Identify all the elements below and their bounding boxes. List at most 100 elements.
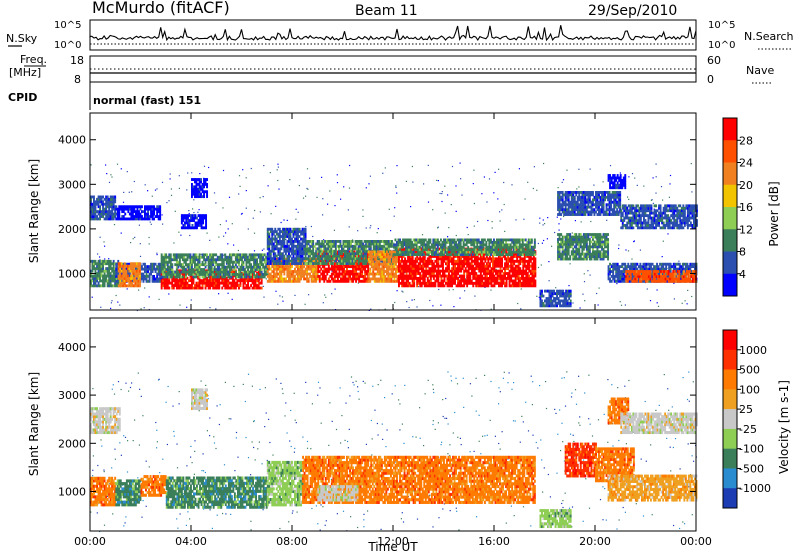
cpid-row: CPID normal (fast) 151 xyxy=(8,82,201,110)
power-cell xyxy=(334,240,337,243)
power-cell xyxy=(157,270,160,273)
power-cell xyxy=(139,205,142,209)
power-cell xyxy=(370,250,373,254)
power-cell xyxy=(381,279,384,283)
power-cell xyxy=(343,265,345,269)
power-cell xyxy=(99,210,102,214)
power-cell xyxy=(392,257,394,261)
power-cell xyxy=(344,249,346,253)
power-cell-noise xyxy=(140,308,142,310)
power-cell xyxy=(125,284,128,288)
power-cell xyxy=(103,217,106,221)
power-cell xyxy=(191,281,193,285)
power-cell-noise xyxy=(589,168,591,170)
power-cell xyxy=(306,244,309,248)
power-cell xyxy=(197,265,200,269)
power-cell-noise xyxy=(460,178,462,180)
power-cell xyxy=(347,249,349,253)
power-cell xyxy=(203,180,206,184)
power-cell xyxy=(197,284,200,287)
power-cell xyxy=(344,279,347,283)
power-cell xyxy=(281,270,284,273)
power-cell xyxy=(318,247,321,251)
power-cell xyxy=(271,232,274,236)
power-cell xyxy=(318,254,321,258)
power-cell xyxy=(238,268,240,271)
power-cell xyxy=(284,244,287,248)
power-cell xyxy=(423,277,426,280)
power-cell xyxy=(166,275,169,279)
power-cell xyxy=(353,244,356,248)
power-cell xyxy=(109,197,112,201)
power-cell xyxy=(284,247,287,251)
power-cell xyxy=(350,270,353,273)
power-cell xyxy=(284,252,287,256)
power-cell xyxy=(347,277,350,281)
power-cell xyxy=(392,272,394,276)
power-cell xyxy=(191,192,193,196)
power-cell xyxy=(228,281,231,285)
power-cell xyxy=(262,263,265,267)
power-cell xyxy=(174,284,177,287)
power-cell xyxy=(301,244,304,248)
power-cell xyxy=(225,286,228,290)
power-cell xyxy=(128,217,131,221)
power-cell xyxy=(188,268,190,271)
power-cell xyxy=(330,262,333,265)
power-cell-noise xyxy=(579,307,581,309)
power-cell xyxy=(212,275,215,279)
power-cell-noise xyxy=(193,199,195,201)
power-cell xyxy=(353,272,356,276)
power-cell-noise xyxy=(555,287,557,289)
power-cell xyxy=(117,264,120,268)
power-cell xyxy=(100,215,103,218)
power-cell-noise xyxy=(206,232,208,234)
power-cell xyxy=(469,274,472,278)
power-cell xyxy=(369,242,372,246)
power-cell xyxy=(343,279,345,283)
power-cell xyxy=(384,257,387,261)
power-cell-noise xyxy=(417,286,419,288)
power-cell xyxy=(248,265,251,269)
power-cell xyxy=(292,277,295,281)
power-cell xyxy=(99,259,102,263)
power-cell xyxy=(398,264,400,268)
power-cell-noise xyxy=(275,205,277,207)
power-cell xyxy=(97,212,100,216)
power-cell xyxy=(269,240,272,243)
power-cell-noise xyxy=(144,287,146,289)
power-cell xyxy=(191,178,193,181)
power-cell xyxy=(312,270,315,273)
power-cell xyxy=(263,275,266,279)
power-cell xyxy=(390,250,393,254)
power-cell xyxy=(396,270,399,273)
power-cell-noise xyxy=(298,185,300,187)
power-cell xyxy=(364,257,367,261)
power-cell xyxy=(393,250,396,254)
power-cell xyxy=(268,247,271,251)
power-cell xyxy=(198,253,201,257)
power-cell xyxy=(372,255,375,259)
power-cell xyxy=(198,178,201,181)
nave-label: Nave xyxy=(746,64,774,77)
power-cell xyxy=(108,212,111,216)
power-cell xyxy=(358,265,361,269)
power-cell-noise xyxy=(520,308,522,310)
power-cell-noise xyxy=(263,165,265,167)
power-cell xyxy=(153,265,156,269)
power-cell xyxy=(359,259,362,263)
power-cell xyxy=(405,267,408,271)
power-cell xyxy=(189,265,192,269)
power-cell xyxy=(224,270,227,274)
power-cell-noise xyxy=(305,226,307,228)
power-cell-noise xyxy=(120,232,122,234)
power-cell xyxy=(111,212,114,216)
power-cell xyxy=(103,207,106,211)
power-cell xyxy=(294,270,296,273)
power-cell xyxy=(172,276,175,280)
power-cell xyxy=(218,273,221,276)
power-cell-noise xyxy=(627,250,630,252)
power-cell xyxy=(210,265,213,269)
power-cell xyxy=(356,275,359,278)
power-cell xyxy=(200,187,203,191)
